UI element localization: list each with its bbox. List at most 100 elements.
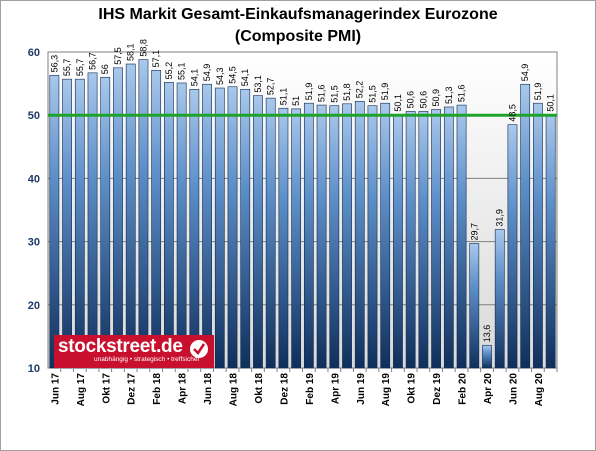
data-label: 52,7 [266, 78, 276, 96]
data-label: 50,6 [418, 91, 428, 109]
data-label: 51,6 [457, 85, 467, 103]
bar [138, 59, 149, 369]
x-tick-label: Jun 18 [203, 373, 214, 405]
chart-title: IHS Markit Gesamt-Einkaufsmanagerindex E… [98, 6, 498, 23]
data-label: 56,7 [88, 52, 98, 70]
checkmark-icon [190, 340, 208, 358]
data-label: 51,5 [367, 85, 377, 103]
x-tick-label: Apr 20 [483, 373, 494, 405]
x-tick-label: Okt 19 [407, 373, 418, 404]
y-tick-label: 30 [28, 237, 40, 249]
data-label: 56,3 [49, 55, 59, 73]
bar [533, 102, 543, 369]
x-tick-label: Okt 18 [254, 373, 265, 404]
x-tick-label: Aug 18 [229, 373, 240, 407]
data-label: 52,2 [355, 81, 365, 99]
x-tick-label: Jun 20 [508, 373, 519, 405]
bar [507, 124, 518, 369]
data-label: 31,9 [495, 209, 505, 227]
bar [164, 82, 174, 369]
x-tick-label: Feb 19 [305, 373, 316, 405]
bar [367, 105, 378, 369]
data-label: 53,1 [253, 75, 263, 93]
data-label: 51,9 [304, 83, 314, 101]
x-tick-label: Dez 18 [279, 373, 290, 405]
data-label: 54,5 [228, 66, 238, 84]
bar [520, 83, 531, 369]
data-label: 51,5 [329, 85, 339, 103]
data-label: 50,1 [393, 94, 403, 112]
x-tick-label: Jun 17 [50, 373, 61, 405]
data-label: 13,6 [482, 325, 492, 343]
x-tick-label: Aug 20 [534, 373, 545, 407]
bar [431, 109, 441, 369]
bar [291, 108, 302, 369]
x-tick-label: Aug 19 [381, 373, 392, 407]
data-label: 50,9 [431, 89, 441, 107]
data-label: 55,7 [75, 59, 85, 77]
bar [316, 104, 327, 369]
bar [443, 106, 454, 369]
x-tick-label: Dez 17 [127, 373, 138, 405]
chart-subtitle: (Composite PMI) [234, 28, 362, 45]
data-label: 57,5 [113, 47, 123, 65]
data-label: 51,3 [444, 86, 454, 104]
bar [469, 243, 480, 369]
bar [87, 72, 98, 369]
bar [456, 104, 467, 369]
bar [125, 63, 136, 369]
x-tick-label: Dez 19 [432, 373, 443, 405]
bar [354, 100, 365, 369]
data-label: 55,7 [62, 59, 72, 77]
data-label: 58,8 [138, 39, 148, 57]
bar [240, 88, 251, 369]
data-label: 51,8 [342, 83, 352, 101]
bar [278, 107, 289, 369]
bar [253, 95, 263, 369]
x-axis: Jun 17 Aug 17 Okt 17 Dez 17 Feb 18 Apr 18 Jun … [50, 368, 558, 407]
bar [113, 67, 123, 369]
bar [405, 111, 416, 369]
x-tick-label: Apr 18 [178, 373, 189, 405]
bar [189, 88, 200, 369]
data-label: 51,6 [317, 85, 327, 103]
bar [214, 87, 225, 369]
bar [380, 102, 391, 369]
x-tick-label: Okt 17 [101, 373, 112, 404]
bar [494, 229, 505, 369]
x-tick-label: Apr 19 [330, 373, 341, 405]
data-label: 51,1 [278, 88, 288, 106]
bar [202, 83, 212, 369]
bar [151, 70, 162, 369]
bar [303, 102, 314, 369]
bar [265, 97, 276, 369]
data-label: 57,1 [151, 50, 161, 68]
stockstreet-logo: stockstreet.de unabhängig • strategisch … [54, 335, 214, 368]
bar [49, 75, 60, 369]
bar [482, 344, 492, 369]
logo-name: stockstreet.de [58, 336, 183, 357]
data-label: 58,1 [126, 43, 136, 61]
bar [342, 103, 352, 369]
data-label: 54,9 [520, 64, 530, 82]
data-label: 56 [100, 64, 110, 74]
y-tick-label: 40 [28, 173, 40, 185]
data-label: 50,6 [406, 91, 416, 109]
data-label: 55,2 [164, 62, 174, 80]
bar [418, 111, 429, 369]
bar [329, 105, 340, 369]
data-label: 51 [291, 96, 301, 106]
plot-area [47, 51, 558, 369]
bars [49, 59, 556, 369]
bar [545, 114, 556, 369]
data-label: 51,9 [380, 83, 390, 101]
bar [393, 114, 403, 369]
data-label: 29,7 [469, 223, 479, 241]
data-label: 54,3 [215, 67, 225, 85]
logo-tagline: unabhängig • strategisch • treffsicher [94, 356, 200, 363]
data-label: 54,1 [189, 69, 199, 87]
data-label: 55,1 [177, 62, 187, 80]
x-tick-label: Jun 19 [356, 373, 367, 405]
y-tick-label: 10 [28, 363, 40, 375]
